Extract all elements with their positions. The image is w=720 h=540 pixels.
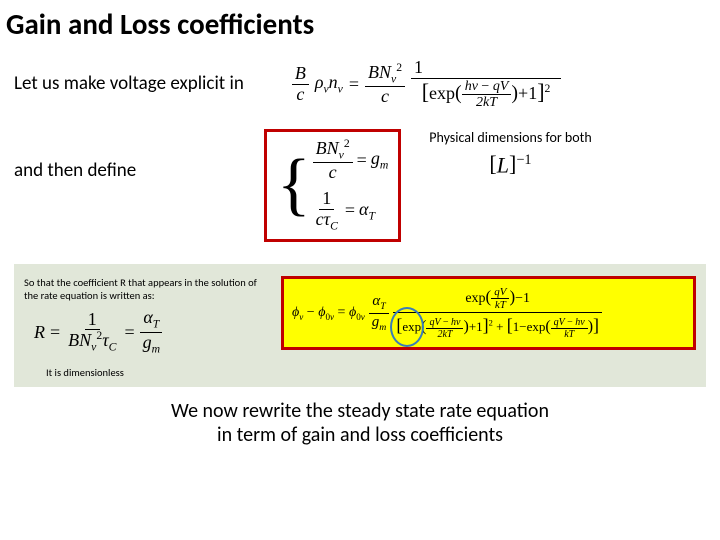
- define-text: and then define: [14, 159, 254, 182]
- intro-row: Let us make voltage explicit in Bc ρνnν …: [0, 58, 720, 111]
- phi-equation-box: ϕν − ϕ0ν = ϕ0ν αTgm exp(qVkT)−1 [exp(qV …: [281, 276, 696, 350]
- equation-voltage-explicit: Bc ρνnν = BNν2c 1 [exp(hν − qV2kT)+1]2: [292, 58, 561, 111]
- define-row: and then define { BNν2c = gm 1cτC = αT P…: [0, 129, 720, 243]
- phys-dim-label: Physical dimensions for both: [429, 129, 591, 146]
- rate-equation-box: So that the coefficient R that appears i…: [14, 264, 706, 387]
- intro-text: Let us make voltage explicit in: [14, 72, 244, 95]
- slide-title: Gain and Loss coefficients: [0, 0, 720, 44]
- physical-dimensions: Physical dimensions for both [L]−1: [429, 129, 591, 178]
- conclusion-text: We now rewrite the steady state rate equ…: [0, 399, 720, 447]
- phys-dim-equation: [L]−1: [429, 152, 591, 178]
- rate-note: So that the coefficient R that appears i…: [24, 276, 269, 302]
- equation-R: R = 1BNν2τC = αTgm: [34, 308, 269, 356]
- dimless-note: It is dimensionless: [46, 366, 696, 379]
- gain-loss-definition-box: { BNν2c = gm 1cτC = αT: [264, 129, 401, 243]
